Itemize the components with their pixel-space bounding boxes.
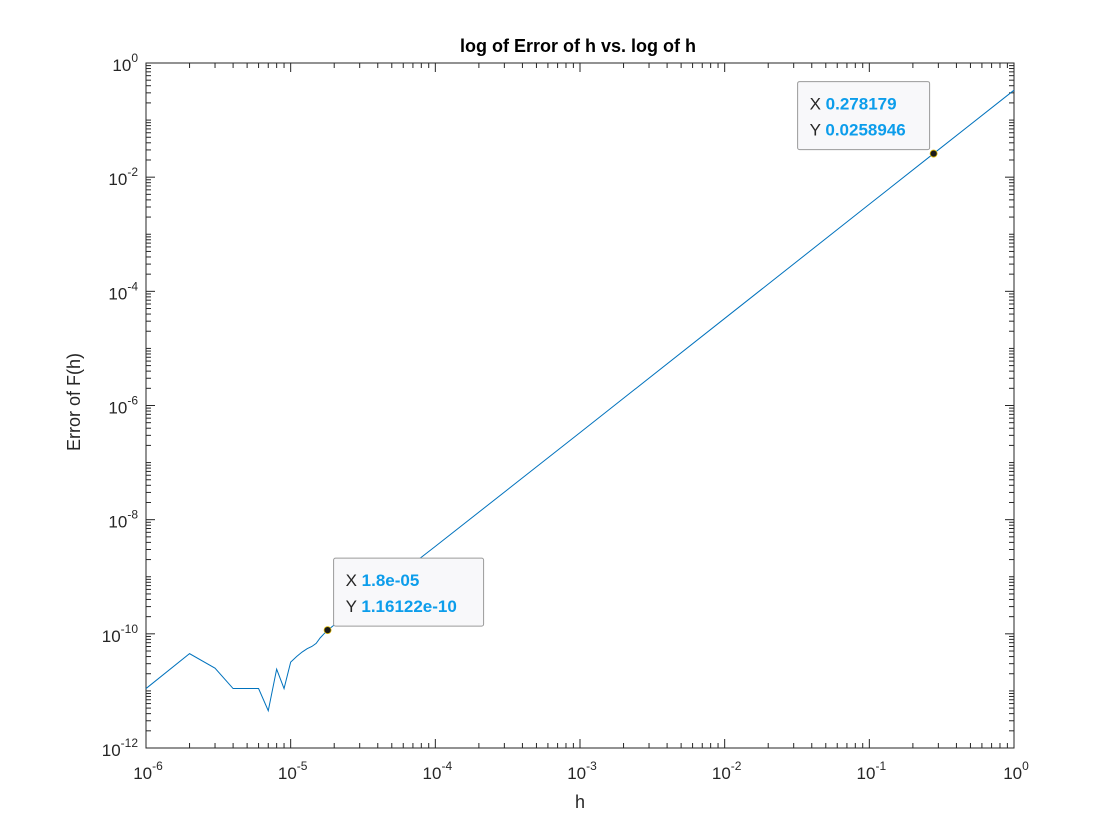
plot-area [145,62,1015,749]
y-tick-base: 10 [108,284,127,303]
datatip-y-row: Y 0.0258946 [810,121,906,140]
svg-text:10-4: 10-4 [108,279,138,303]
datatip-marker[interactable] [323,626,332,635]
series-line [145,89,1015,713]
svg-text:10-1: 10-1 [857,759,887,783]
y-tick-label: 10-8 [108,508,138,532]
y-tick-label: 10-12 [102,736,139,760]
y-tick-label: 10-6 [108,394,138,418]
datatip-y-label: Y [810,121,826,140]
x-tick-exponent: -4 [441,759,452,773]
svg-text:100: 100 [112,51,138,75]
y-tick-base: 10 [108,170,127,189]
svg-text:10-12: 10-12 [102,736,139,760]
chart-title: log of Error of h vs. log of h [460,36,696,56]
y-tick-label: 10-4 [108,279,138,303]
y-tick-exponent: -12 [121,736,139,750]
y-tick-base: 10 [108,399,127,418]
x-tick-exponent: -3 [586,759,597,773]
x-tick-label: 10-4 [423,759,453,783]
y-tick-exponent: 0 [131,51,138,65]
y-tick-base: 10 [102,741,121,760]
y-tick-base: 10 [112,56,131,75]
datatip-x-row: X 0.278179 [810,95,897,114]
y-tick-label: 100 [112,51,138,75]
x-tick-label: 10-1 [857,759,887,783]
x-tick-base: 10 [857,764,876,783]
datatip-y-value: 1.16122e-10 [361,597,456,616]
datatip-x-label: X [346,571,362,590]
svg-text:10-3: 10-3 [567,759,597,783]
x-tick-exponent: -5 [297,759,308,773]
y-tick-label: 10-10 [102,622,139,646]
datatip-x-value: 1.8e-05 [362,571,420,590]
svg-text:10-2: 10-2 [712,759,742,783]
y-tick-exponent: -2 [127,165,138,179]
x-tick-label: 10-6 [133,759,163,783]
svg-text:10-2: 10-2 [108,165,138,189]
datatip-x-label: X [810,95,826,114]
y-tick-exponent: -8 [127,508,138,522]
x-tick-label: 10-5 [278,759,308,783]
y-tick-base: 10 [102,627,121,646]
x-tick-base: 10 [278,764,297,783]
datatip-box [333,557,485,627]
x-tick-label: 100 [1003,759,1029,783]
axes-box [145,62,1015,749]
datatip-box [797,81,931,151]
svg-text:100: 100 [1003,759,1029,783]
x-tick-base: 10 [1003,764,1022,783]
datatip-x-row: X 1.8e-05 [346,571,420,590]
x-tick-base: 10 [712,764,731,783]
svg-text:10-8: 10-8 [108,508,138,532]
datatip-y-value: 0.0258946 [825,121,905,140]
series-layer [145,89,1015,713]
datatip-x-value: 0.278179 [826,95,897,114]
x-tick-exponent: -2 [731,759,742,773]
datatip[interactable]: X 1.8e-05Y 1.16122e-10 [323,557,485,635]
x-tick-label: 10-3 [567,759,597,783]
x-axis-label: h [575,792,585,812]
y-tick-exponent: -10 [121,622,139,636]
tick-marks [145,62,1015,749]
x-tick-base: 10 [423,764,442,783]
svg-text:10-5: 10-5 [278,759,308,783]
svg-text:10-6: 10-6 [133,759,163,783]
y-tick-exponent: -4 [127,279,138,293]
y-tick-base: 10 [108,513,127,532]
datatip-y-label: Y [346,597,362,616]
x-tick-base: 10 [567,764,586,783]
x-tick-exponent: 0 [1022,759,1029,773]
x-tick-label: 10-2 [712,759,742,783]
y-tick-exponent: -6 [127,394,138,408]
svg-text:10-4: 10-4 [423,759,453,783]
x-tick-labels: 10-6 10-5 10-4 10-3 10-2 10-1 100 [133,759,1029,783]
y-tick-label: 10-2 [108,165,138,189]
svg-text:10-6: 10-6 [108,394,138,418]
datatip-y-row: Y 1.16122e-10 [346,597,457,616]
x-tick-exponent: -6 [152,759,163,773]
svg-text:10-10: 10-10 [102,622,139,646]
x-tick-base: 10 [133,764,152,783]
y-axis-label: Error of F(h) [64,353,84,451]
datatip-marker[interactable] [929,149,938,158]
x-tick-exponent: -1 [875,759,886,773]
